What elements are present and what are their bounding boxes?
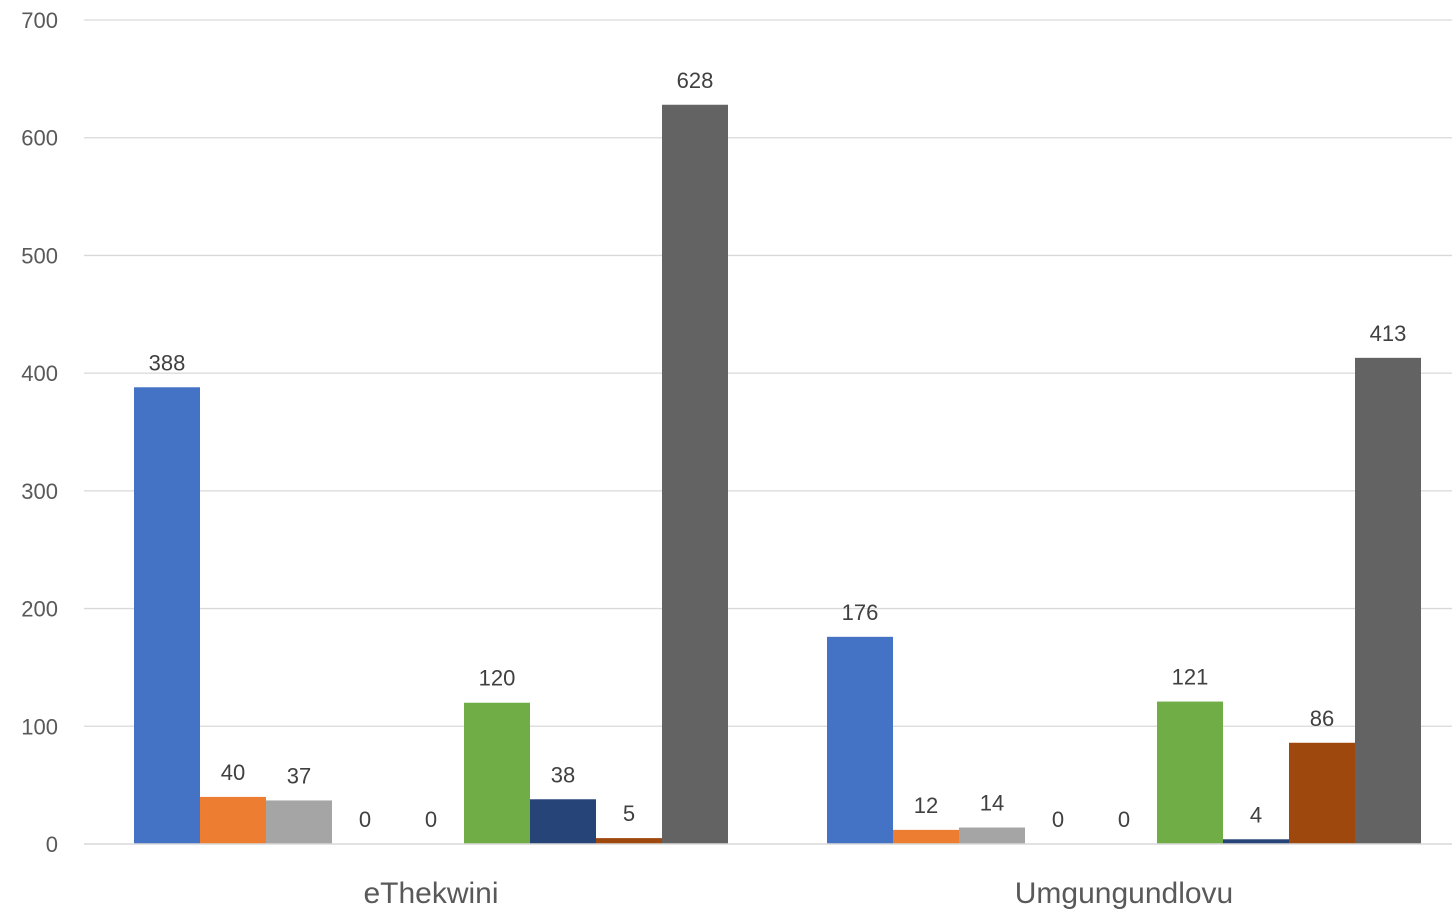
y-tick-label: 700 bbox=[21, 8, 58, 33]
y-tick-label: 400 bbox=[21, 361, 58, 386]
y-tick-label: 300 bbox=[21, 479, 58, 504]
bar bbox=[134, 387, 200, 844]
y-tick-label: 600 bbox=[21, 126, 58, 151]
data-label: 5 bbox=[623, 801, 635, 826]
gridlines bbox=[84, 19, 1452, 727]
x-axis-category-labels: eThekwini Umgungundlovu bbox=[363, 877, 1233, 910]
data-label: 37 bbox=[287, 763, 311, 788]
data-label: 121 bbox=[1172, 665, 1209, 690]
bar bbox=[1223, 839, 1289, 844]
bar bbox=[596, 838, 662, 844]
data-label: 0 bbox=[1052, 807, 1064, 832]
y-axis-tick-labels: 0 100 200 300 400 500 600 700 bbox=[21, 8, 58, 857]
data-label: 38 bbox=[551, 762, 575, 787]
x-category-label: Umgungundlovu bbox=[1015, 877, 1233, 910]
data-label: 0 bbox=[425, 807, 437, 832]
bar bbox=[1355, 357, 1421, 844]
bar bbox=[200, 796, 266, 844]
data-label: 40 bbox=[221, 760, 245, 785]
bar bbox=[893, 829, 959, 844]
y-tick-label: 500 bbox=[21, 243, 58, 268]
data-label: 4 bbox=[1250, 802, 1262, 827]
y-tick-label: 200 bbox=[21, 597, 58, 622]
bar bbox=[1289, 742, 1355, 844]
data-label: 86 bbox=[1310, 706, 1334, 731]
x-category-label: eThekwini bbox=[363, 877, 498, 910]
data-label: 120 bbox=[479, 666, 516, 691]
data-label: 628 bbox=[677, 68, 714, 93]
bar bbox=[662, 104, 728, 845]
bar bbox=[959, 827, 1025, 844]
y-tick-label: 100 bbox=[21, 714, 58, 739]
data-label: 0 bbox=[1118, 807, 1130, 832]
bar bbox=[1157, 701, 1223, 844]
bar bbox=[266, 800, 332, 844]
data-label: 14 bbox=[980, 791, 1004, 816]
bar bbox=[827, 636, 893, 844]
data-label: 0 bbox=[359, 807, 371, 832]
data-label: 413 bbox=[1370, 321, 1407, 346]
y-tick-label: 0 bbox=[46, 832, 58, 857]
bar bbox=[464, 702, 530, 844]
data-label: 388 bbox=[149, 350, 186, 375]
bars bbox=[134, 104, 1421, 845]
data-label: 176 bbox=[842, 600, 879, 625]
data-label: 12 bbox=[914, 793, 938, 818]
bar bbox=[530, 799, 596, 844]
